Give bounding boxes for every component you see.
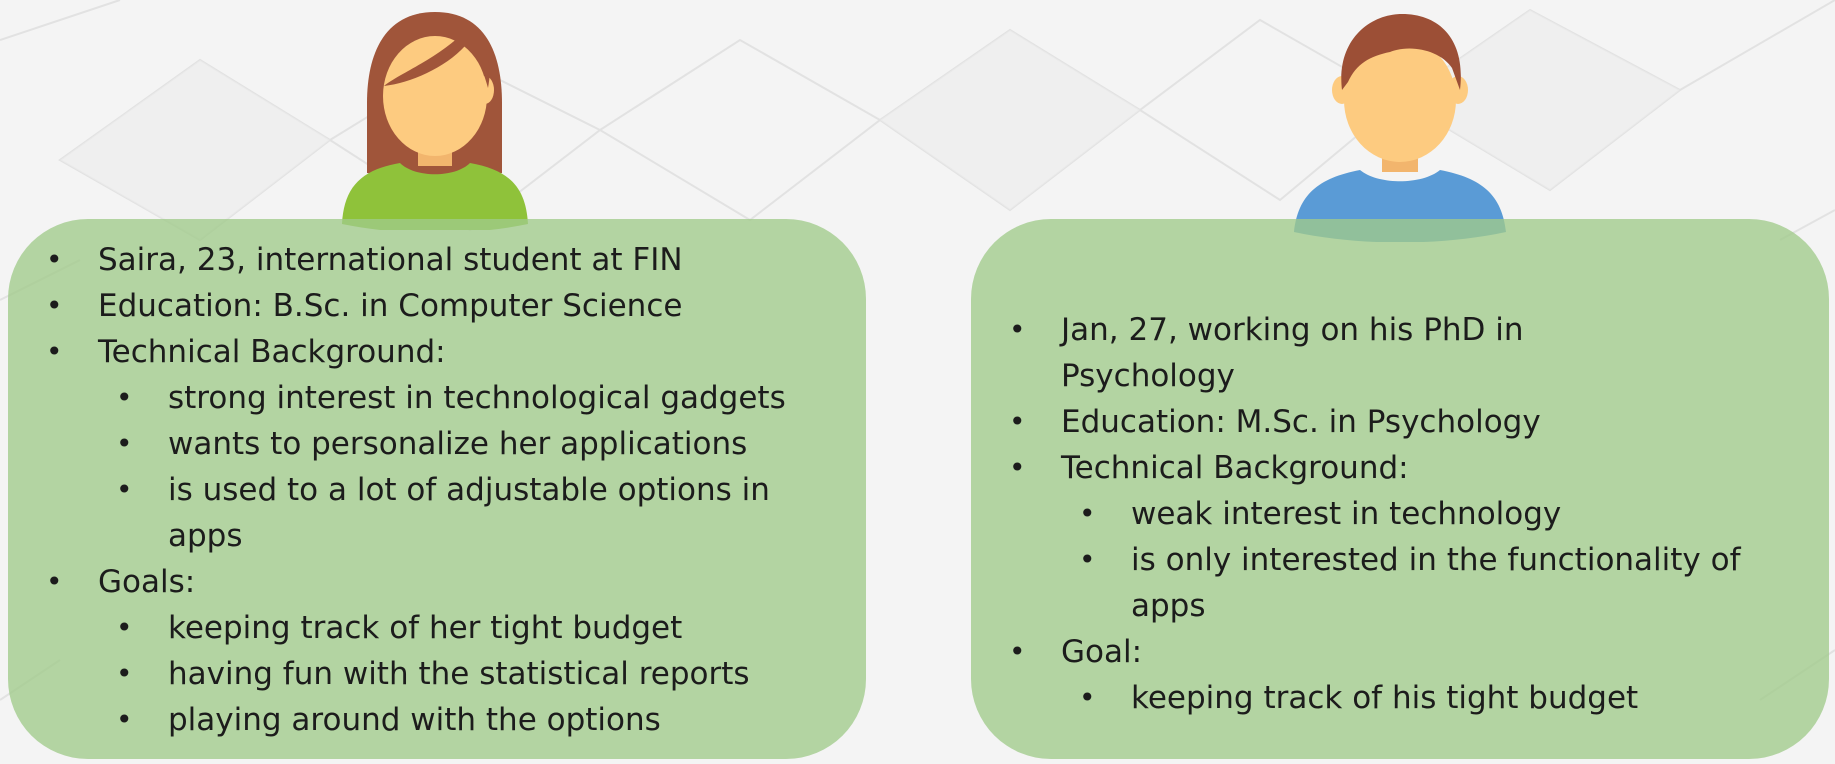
sub-bullet-list: keeping track of her tight budget having …: [46, 605, 866, 743]
persona-details-list: Saira, 23, international student at FIN E…: [46, 237, 866, 743]
sub-bullet-text: playing around with the options: [168, 702, 661, 738]
sub-bullet-list: keeping track of his tight budget: [1009, 675, 1829, 721]
persona-card-jan: Jan, 27, working on his PhD in Psycholog…: [971, 219, 1829, 759]
bullet-item: Technical Background:: [1009, 445, 1829, 491]
bullet-item: Education: B.Sc. in Computer Science: [46, 283, 866, 329]
sub-bullet-item: playing around with the options: [116, 697, 866, 743]
male-user-avatar-icon: [1294, 14, 1506, 242]
bullet-item: Saira, 23, international student at FIN: [46, 237, 866, 283]
female-user-avatar-icon: [342, 12, 528, 230]
persona-card-saira: Saira, 23, international student at FIN E…: [8, 219, 866, 759]
bullet-text: Technical Background:: [98, 334, 446, 370]
sub-bullet-item: is used to a lot of adjustable options i…: [116, 467, 866, 559]
bullet-text: Goal:: [1061, 634, 1143, 670]
sub-bullet-text: keeping track of her tight budget: [168, 610, 683, 646]
bullet-text: Education: M.Sc. in Psychology: [1061, 404, 1541, 440]
bullet-item: Jan, 27, working on his PhD in Psycholog…: [1009, 307, 1829, 399]
sub-bullet-text: strong interest in technological gadgets: [168, 380, 786, 416]
bullet-text: Technical Background:: [1061, 450, 1409, 486]
sub-bullet-text: keeping track of his tight budget: [1131, 680, 1639, 716]
sub-bullet-item: keeping track of his tight budget: [1079, 675, 1829, 721]
persona-details-list: Jan, 27, working on his PhD in Psycholog…: [1009, 307, 1829, 721]
sub-bullet-text: wants to personalize her applications: [168, 426, 748, 462]
sub-bullet-text: is only interested in the functionality …: [1131, 542, 1741, 624]
shirt: [342, 163, 528, 230]
hair: [1341, 14, 1461, 90]
sub-bullet-item: keeping track of her tight budget: [116, 605, 866, 651]
sub-bullet-list: strong interest in technological gadgets…: [46, 375, 866, 559]
bullet-item: Technical Background:: [46, 329, 866, 375]
sub-bullet-text: is used to a lot of adjustable options i…: [168, 472, 770, 554]
sub-bullet-item: weak interest in technology: [1079, 491, 1829, 537]
sub-bullet-text: weak interest in technology: [1131, 496, 1562, 532]
sub-bullet-item: having fun with the statistical reports: [116, 651, 866, 697]
bullet-text: Education: B.Sc. in Computer Science: [98, 288, 683, 324]
bullet-text: Jan, 27, working on his PhD in Psycholog…: [1061, 312, 1524, 394]
bullet-item: Goals:: [46, 559, 866, 605]
bullet-item: Goal:: [1009, 629, 1829, 675]
bullet-text: Goals:: [98, 564, 196, 600]
sub-bullet-list: weak interest in technology is only inter…: [1009, 491, 1829, 629]
sub-bullet-item: strong interest in technological gadgets: [116, 375, 866, 421]
bullet-item: Education: M.Sc. in Psychology: [1009, 399, 1829, 445]
sub-bullet-text: having fun with the statistical reports: [168, 656, 750, 692]
sub-bullet-item: wants to personalize her applications: [116, 421, 866, 467]
bullet-text: Saira, 23, international student at FIN: [98, 242, 683, 278]
sub-bullet-item: is only interested in the functionality …: [1079, 537, 1829, 629]
